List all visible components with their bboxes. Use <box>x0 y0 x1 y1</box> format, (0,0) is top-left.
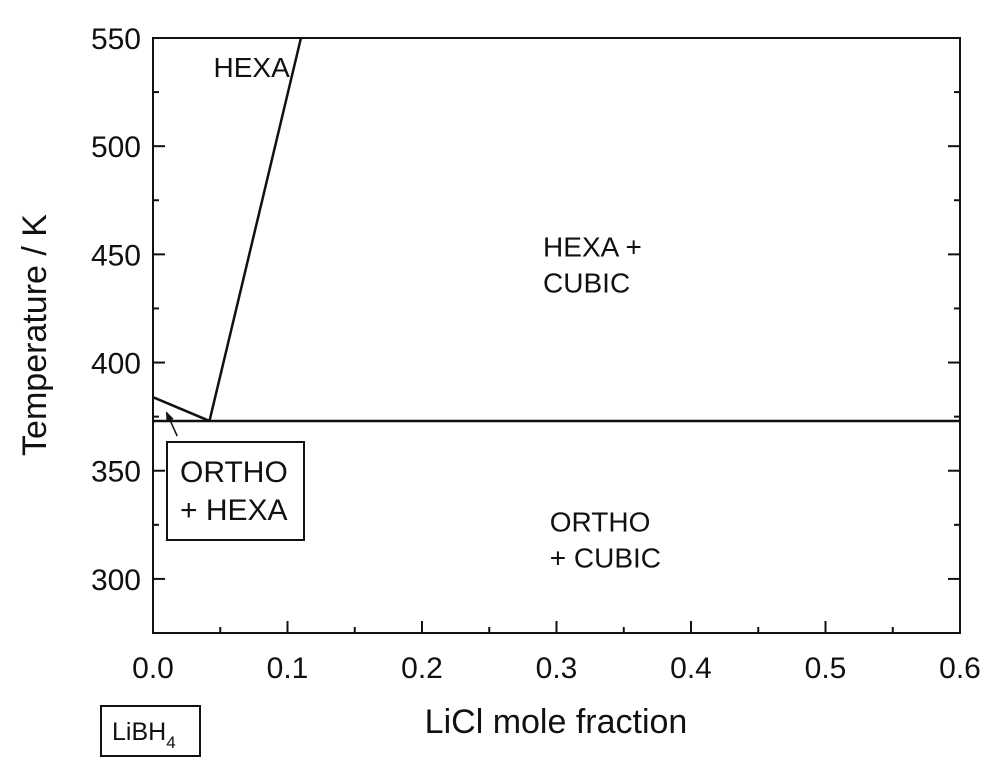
x-tick-label: 0.4 <box>670 652 712 685</box>
region-label-line: CUBIC <box>543 268 630 299</box>
annotation-arrow <box>165 411 178 437</box>
x-axis-title: LiCl mole fraction <box>425 703 688 741</box>
y-tick-label: 350 <box>91 456 141 489</box>
region-label: HEXA + CUBIC <box>543 232 642 299</box>
region-label-line: HEXA <box>214 52 291 83</box>
y-tick-label: 450 <box>91 239 141 272</box>
x-origin-label: LiBH4 <box>112 718 176 752</box>
region-labels: HEXA HEXA + CUBIC ORTHO + CUBIC <box>214 52 662 573</box>
region-label-line: + CUBIC <box>550 542 661 573</box>
phase-boundary-line <box>152 396 210 423</box>
x-origin-label-box: LiBH4 <box>100 705 201 757</box>
region-label: HEXA <box>214 52 291 83</box>
x-tick-label: 0.1 <box>267 652 309 685</box>
region-label-line: ORTHO <box>550 506 651 537</box>
x-tick-label: 0.6 <box>939 652 981 685</box>
annotation-label-line: + HEXA <box>180 494 288 527</box>
annotation-box <box>166 441 305 541</box>
x-tick-label: 0.5 <box>805 652 847 685</box>
y-tick-label: 300 <box>91 564 141 597</box>
region-label: ORTHO + CUBIC <box>550 506 661 573</box>
y-tick-label: 500 <box>91 131 141 164</box>
x-tick-label: 0.0 <box>132 652 174 685</box>
y-axis-ticks: 300 350 400 450 500 550 <box>91 23 960 634</box>
x-origin-label-main: LiBH <box>112 718 166 746</box>
x-tick-label: 0.2 <box>401 652 443 685</box>
y-axis-title: Temperature / K <box>16 214 54 456</box>
phase-boundary-line <box>208 37 303 422</box>
phase-boundaries <box>152 37 960 423</box>
y-tick-label: 400 <box>91 348 141 381</box>
y-tick-label: 550 <box>91 23 141 56</box>
x-tick-label: 0.3 <box>536 652 578 685</box>
x-origin-label-subscript: 4 <box>166 733 175 752</box>
annotation-label-line: ORTHO <box>180 456 288 489</box>
ortho-hexa-annotation: ORTHO + HEXA <box>165 411 305 541</box>
annotation-label: ORTHO + HEXA <box>180 456 288 527</box>
region-label-line: HEXA + <box>543 232 642 263</box>
x-axis-ticks: 0.0 0.1 0.2 0.3 0.4 0.5 0.6 <box>132 621 981 685</box>
x-origin-label-frame <box>100 705 201 757</box>
